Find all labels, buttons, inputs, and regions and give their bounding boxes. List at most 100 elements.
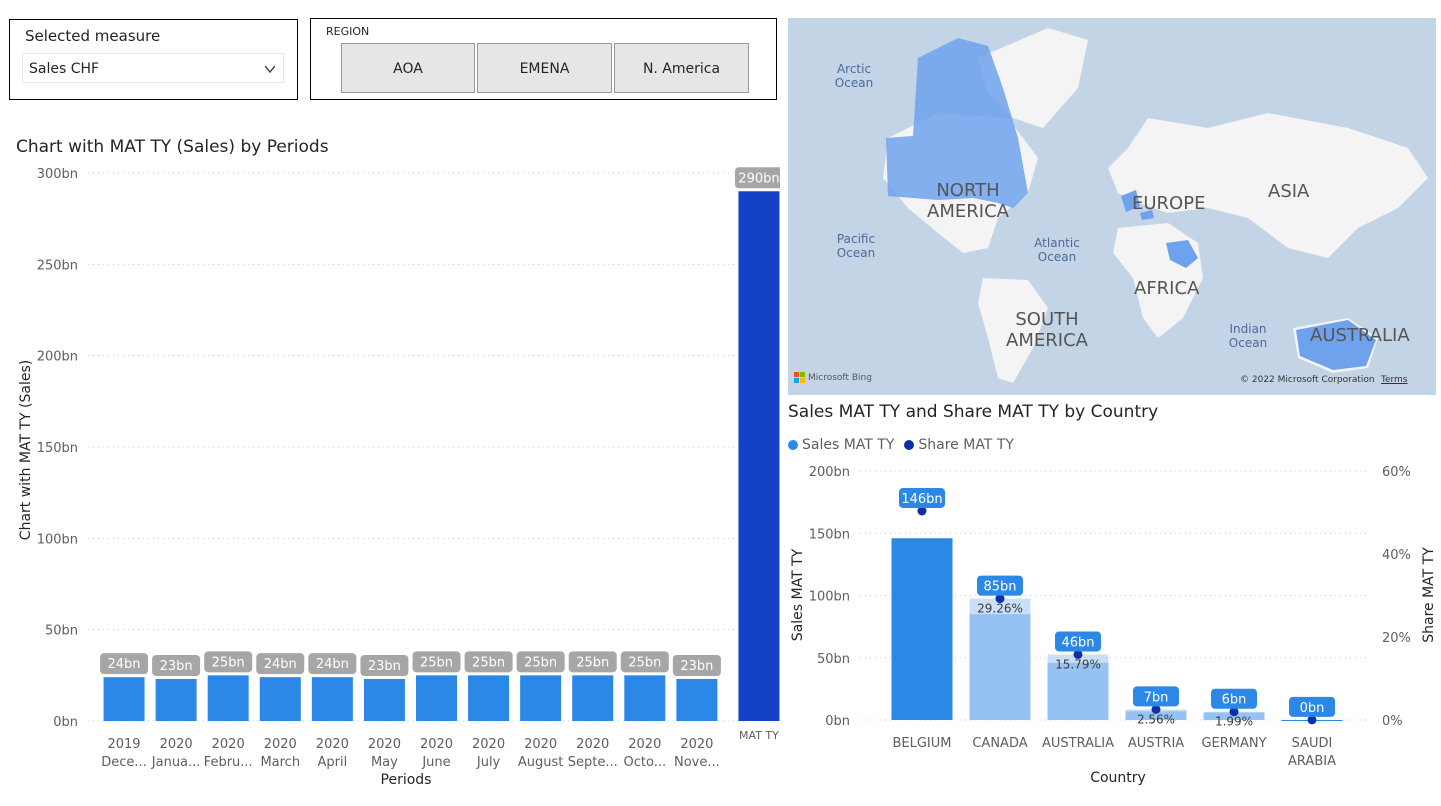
- x-tick-label: GERMANY: [1201, 736, 1266, 751]
- x-axis-title: Periods: [381, 772, 432, 788]
- data-label-bg: [100, 653, 149, 675]
- data-label-bg: [672, 654, 721, 676]
- belgium-highlight: [1121, 190, 1140, 212]
- x-tick-label: AUSTRIA: [1128, 736, 1184, 751]
- bar: [572, 675, 614, 721]
- arctic-ocean-label: Arctic Ocean: [834, 62, 874, 90]
- y-tick-label: 0bn: [825, 714, 850, 729]
- country-chart-legend: Sales MAT TY Share MAT TY: [788, 437, 1014, 453]
- bing-logo: Microsoft Bing: [794, 372, 872, 383]
- x-tick-label: 2020: [212, 737, 245, 752]
- austria-highlight: [1140, 210, 1154, 220]
- sales-bar: [891, 538, 953, 720]
- x-tick-label: March: [260, 755, 300, 770]
- x-tick-label: SAUDI: [1292, 736, 1333, 751]
- bar: [363, 678, 405, 721]
- country-chart-title: Sales MAT TY and Share MAT TY by Country: [788, 402, 1159, 422]
- region-button-n-america[interactable]: N. America: [614, 43, 749, 93]
- x-tick-label: 2020: [472, 737, 505, 752]
- australia-label: AUSTRALIA: [1310, 325, 1410, 346]
- x-tick-label: 2020: [628, 737, 661, 752]
- south-america-label: SOUTH AMERICA: [1006, 309, 1088, 351]
- data-label-bg: [1211, 688, 1257, 709]
- y-tick-label: 300bn: [37, 167, 78, 182]
- region-map[interactable]: Arctic Ocean Pacific Ocean Atlantic Ocea…: [788, 18, 1436, 395]
- map-copyright: © 2022 Microsoft Corporation: [1240, 375, 1375, 385]
- bar: [624, 675, 666, 721]
- region-slicer-title: REGION: [326, 25, 370, 38]
- data-label: 25bn: [420, 655, 453, 670]
- share-bar: [969, 598, 1031, 720]
- y2-tick-label: 40%: [1382, 548, 1411, 563]
- x-tick-label: Octo...: [624, 755, 667, 770]
- x-tick-label: Janua...: [151, 755, 201, 770]
- y-tick-label: 150bn: [809, 527, 850, 542]
- data-label-bg: [516, 651, 565, 673]
- map-terms-link[interactable]: Terms: [1381, 375, 1408, 385]
- bar: [103, 677, 145, 721]
- data-label-bg: [1289, 696, 1335, 717]
- x-tick-label: 2019: [107, 737, 140, 752]
- south-america-land: [978, 278, 1048, 383]
- x-tick-label: 2020: [264, 737, 297, 752]
- share-marker: [917, 506, 927, 516]
- share-data-label: 29.26%: [977, 602, 1023, 616]
- x-tick-label: April: [317, 755, 347, 770]
- legend-label-share: Share MAT TY: [918, 437, 1014, 453]
- x-tick-label: 2020: [420, 737, 453, 752]
- data-label: 0bn: [1300, 701, 1325, 716]
- pacific-ocean-label: Pacific Ocean: [836, 232, 876, 260]
- share-bar: [1047, 654, 1109, 720]
- data-label: 6bn: [1222, 693, 1247, 708]
- x-tick-label: Febru...: [204, 755, 253, 770]
- chevron-down-icon: [265, 65, 275, 74]
- data-label-bg: [899, 487, 945, 508]
- data-label-bg: [308, 653, 357, 675]
- share-data-label: 15.79%: [1055, 657, 1101, 671]
- y-axis-title: Chart with MAT TY (Sales): [18, 360, 34, 540]
- share-data-label: 1.99%: [1215, 715, 1253, 729]
- y-axis-title: Sales MAT TY: [790, 548, 806, 641]
- y-tick-label: 150bn: [37, 441, 78, 456]
- data-label: 24bn: [108, 657, 141, 672]
- indian-ocean-label: Indian Ocean: [1228, 322, 1268, 350]
- data-label-bg: [977, 575, 1023, 596]
- data-label: 46bn: [1061, 635, 1094, 650]
- x-tick-label: CANADA: [972, 736, 1027, 751]
- data-label: 85bn: [983, 580, 1016, 595]
- x-tick-label: Nove...: [674, 755, 720, 770]
- x-tick-label: BELGIUM: [892, 736, 951, 751]
- share-marker: [1307, 715, 1317, 725]
- x-tick-label: AUSTRALIA: [1042, 736, 1114, 751]
- legend-label-sales: Sales MAT TY: [802, 437, 895, 453]
- data-label: 25bn: [212, 655, 245, 670]
- bar: [207, 675, 249, 721]
- y2-tick-label: 20%: [1382, 631, 1411, 646]
- data-label: 24bn: [264, 657, 297, 672]
- share-data-label: 2.56%: [1137, 712, 1175, 726]
- map-canvas: [883, 28, 1428, 383]
- region-button-emena[interactable]: EMENA: [477, 43, 612, 93]
- data-label-bg: [464, 651, 513, 673]
- data-label: 24bn: [316, 657, 349, 672]
- data-label: 25bn: [576, 655, 609, 670]
- asia-label: ASIA: [1268, 181, 1310, 202]
- bing-label: Microsoft Bing: [808, 372, 872, 383]
- eurasia-land: [1108, 113, 1428, 258]
- x-tick-label: MAT TY: [739, 729, 779, 742]
- measure-slicer-title: Selected measure: [25, 27, 161, 45]
- y-tick-label: 200bn: [809, 465, 850, 480]
- share-marker: [995, 594, 1005, 604]
- measure-dropdown[interactable]: Sales CHF: [22, 53, 284, 83]
- y-tick-label: 250bn: [37, 258, 78, 273]
- x-tick-label: 2020: [576, 737, 609, 752]
- bar: [416, 675, 457, 721]
- data-label-bg: [204, 651, 253, 673]
- data-label: 25bn: [472, 655, 505, 670]
- region-button-aoa[interactable]: AOA: [341, 43, 475, 93]
- measure-dropdown-value: Sales CHF: [29, 61, 100, 77]
- y-tick-label: 0bn: [53, 715, 78, 730]
- x-tick-label: ARABIA: [1288, 754, 1336, 769]
- y-tick-label: 50bn: [45, 624, 78, 639]
- x-tick-label: July: [476, 755, 501, 770]
